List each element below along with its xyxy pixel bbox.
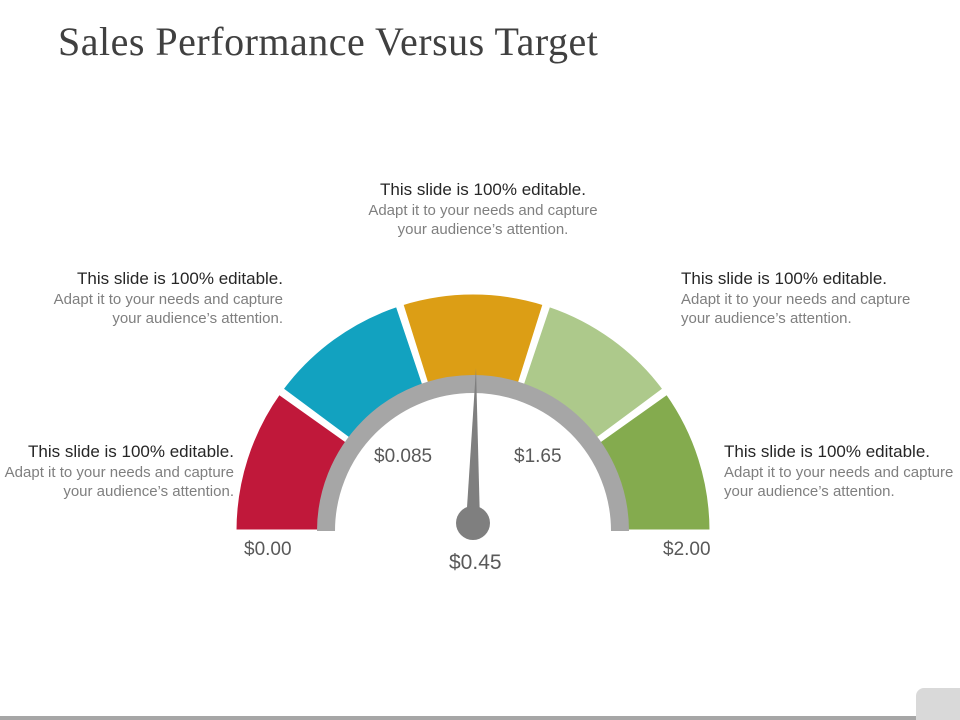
gauge-max-label: $2.00 <box>663 539 711 560</box>
callout-lead: This slide is 100% editable. <box>724 442 931 461</box>
gauge-needle-pivot <box>456 506 490 540</box>
gauge-inner-left-label: $0.085 <box>374 446 433 467</box>
callout-lead: This slide is 100% editable. <box>76 269 283 288</box>
callout-bottom-left: This slide is 100% editable. Adapt it to… <box>0 442 234 502</box>
gauge-needle <box>466 368 480 523</box>
callout-top: This slide is 100% editable. Adapt it to… <box>363 180 603 240</box>
slide-title: Sales Performance Versus Target <box>58 19 599 64</box>
gauge-min-label: $0.00 <box>244 539 292 560</box>
callout-body: Adapt it to your needs and capture your … <box>4 463 234 501</box>
gauge-inner-track <box>317 375 629 532</box>
callout-upper-right: This slide is 100% editable. Adapt it to… <box>681 269 916 329</box>
callout-lead: This slide is 100% editable. <box>379 180 586 199</box>
callout-body: Adapt it to your needs and capture your … <box>53 290 283 328</box>
gauge-current-value: $0.45 <box>449 551 502 574</box>
callout-body: Adapt it to your needs and capture your … <box>681 290 911 328</box>
callout-lead: This slide is 100% editable. <box>27 442 234 461</box>
callout-lead: This slide is 100% editable. <box>681 269 888 288</box>
footer-bar <box>0 716 960 720</box>
callout-upper-left: This slide is 100% editable. Adapt it to… <box>43 269 283 329</box>
gauge-segment-3 <box>399 291 547 390</box>
callout-body: Adapt it to your needs and capture your … <box>724 463 954 501</box>
callout-body: Adapt it to your needs and capture your … <box>368 201 598 239</box>
callout-bottom-right: This slide is 100% editable. Adapt it to… <box>724 442 954 502</box>
corner-tab <box>916 688 960 720</box>
gauge-inner-right-label: $1.65 <box>514 446 562 467</box>
